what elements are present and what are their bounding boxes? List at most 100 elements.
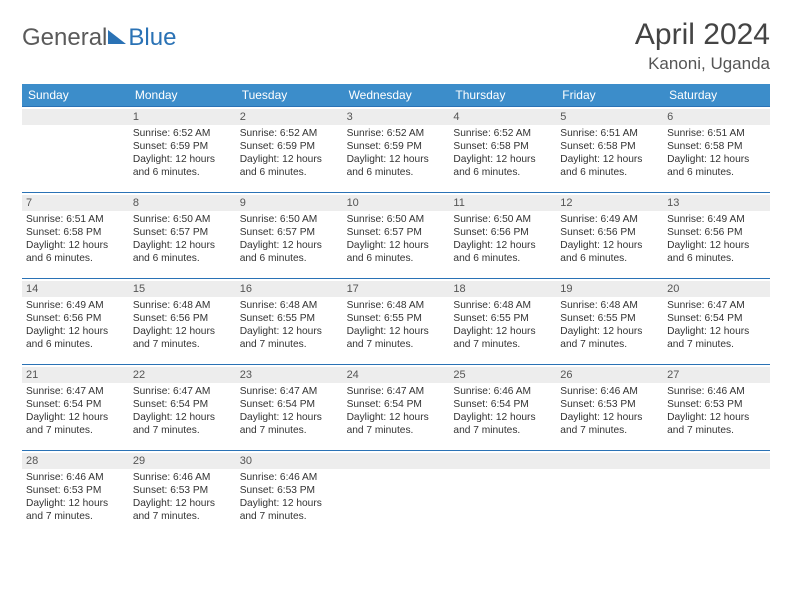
sunrise-line: Sunrise: 6:48 AM	[453, 299, 552, 312]
daylight-line: Daylight: 12 hours and 6 minutes.	[453, 153, 552, 179]
day-cell: 16Sunrise: 6:48 AMSunset: 6:55 PMDayligh…	[236, 278, 343, 364]
sunset-line: Sunset: 6:57 PM	[347, 226, 446, 239]
day-cell: 29Sunrise: 6:46 AMSunset: 6:53 PMDayligh…	[129, 450, 236, 536]
sunset-line: Sunset: 6:56 PM	[133, 312, 232, 325]
sunset-line: Sunset: 6:58 PM	[26, 226, 125, 239]
day-number: 21	[22, 367, 129, 383]
day-number: 4	[449, 109, 556, 125]
day-cell: 1Sunrise: 6:52 AMSunset: 6:59 PMDaylight…	[129, 106, 236, 192]
sunset-line: Sunset: 6:56 PM	[26, 312, 125, 325]
day-cell: 30Sunrise: 6:46 AMSunset: 6:53 PMDayligh…	[236, 450, 343, 536]
daylight-line: Daylight: 12 hours and 6 minutes.	[347, 153, 446, 179]
daylight-line: Daylight: 12 hours and 7 minutes.	[667, 325, 766, 351]
sunrise-line: Sunrise: 6:47 AM	[347, 385, 446, 398]
daylight-line: Daylight: 12 hours and 7 minutes.	[560, 325, 659, 351]
day-cell: 14Sunrise: 6:49 AMSunset: 6:56 PMDayligh…	[22, 278, 129, 364]
day-number: 12	[556, 195, 663, 211]
day-number: 16	[236, 281, 343, 297]
daylight-line: Daylight: 12 hours and 6 minutes.	[560, 153, 659, 179]
sunset-line: Sunset: 6:54 PM	[240, 398, 339, 411]
day-number: 20	[663, 281, 770, 297]
sunset-line: Sunset: 6:58 PM	[667, 140, 766, 153]
day-number: 11	[449, 195, 556, 211]
daylight-line: Daylight: 12 hours and 6 minutes.	[667, 153, 766, 179]
day-cell: 2Sunrise: 6:52 AMSunset: 6:59 PMDaylight…	[236, 106, 343, 192]
day-number: 5	[556, 109, 663, 125]
daylight-line: Daylight: 12 hours and 6 minutes.	[240, 239, 339, 265]
day-cell: 27Sunrise: 6:46 AMSunset: 6:53 PMDayligh…	[663, 364, 770, 450]
sunrise-line: Sunrise: 6:46 AM	[26, 471, 125, 484]
day-cell: 17Sunrise: 6:48 AMSunset: 6:55 PMDayligh…	[343, 278, 450, 364]
day-cell: 11Sunrise: 6:50 AMSunset: 6:56 PMDayligh…	[449, 192, 556, 278]
blank-cell	[663, 450, 770, 536]
day-cell: 4 Sunrise: 6:52 AMSunset: 6:58 PMDaylight…	[449, 106, 556, 192]
sunrise-line: Sunrise: 6:48 AM	[560, 299, 659, 312]
sunrise-line: Sunrise: 6:52 AM	[347, 127, 446, 140]
day-number: 10	[343, 195, 450, 211]
day-number-bar	[449, 453, 556, 469]
weekday-header: Monday	[129, 84, 236, 106]
day-number: 26	[556, 367, 663, 383]
weekday-header: Tuesday	[236, 84, 343, 106]
day-cell: 25Sunrise: 6:46 AMSunset: 6:54 PMDayligh…	[449, 364, 556, 450]
daylight-line: Daylight: 12 hours and 7 minutes.	[240, 325, 339, 351]
sunset-line: Sunset: 6:54 PM	[453, 398, 552, 411]
day-number-bar	[663, 453, 770, 469]
day-number: 29	[129, 453, 236, 469]
daylight-line: Daylight: 12 hours and 6 minutes.	[667, 239, 766, 265]
day-cell: 23Sunrise: 6:47 AMSunset: 6:54 PMDayligh…	[236, 364, 343, 450]
daylight-line: Daylight: 12 hours and 7 minutes.	[26, 411, 125, 437]
sunrise-line: Sunrise: 6:50 AM	[240, 213, 339, 226]
sunrise-line: Sunrise: 6:47 AM	[133, 385, 232, 398]
day-number: 14	[22, 281, 129, 297]
sunrise-line: Sunrise: 6:48 AM	[240, 299, 339, 312]
daylight-line: Daylight: 12 hours and 7 minutes.	[347, 411, 446, 437]
sunset-line: Sunset: 6:54 PM	[667, 312, 766, 325]
day-number: 28	[22, 453, 129, 469]
logo-triangle-icon	[108, 30, 126, 44]
logo-word-2: Blue	[128, 24, 176, 52]
daylight-line: Daylight: 12 hours and 7 minutes.	[26, 497, 125, 523]
day-number: 3	[343, 109, 450, 125]
sunrise-line: Sunrise: 6:46 AM	[133, 471, 232, 484]
sunset-line: Sunset: 6:58 PM	[560, 140, 659, 153]
day-number: 23	[236, 367, 343, 383]
sunset-line: Sunset: 6:53 PM	[133, 484, 232, 497]
day-number-bar	[22, 109, 129, 125]
sunrise-line: Sunrise: 6:51 AM	[667, 127, 766, 140]
sunset-line: Sunset: 6:58 PM	[453, 140, 552, 153]
day-number: 2	[236, 109, 343, 125]
day-number: 13	[663, 195, 770, 211]
sunset-line: Sunset: 6:53 PM	[26, 484, 125, 497]
daylight-line: Daylight: 12 hours and 6 minutes.	[240, 153, 339, 179]
sunrise-line: Sunrise: 6:46 AM	[453, 385, 552, 398]
sunrise-line: Sunrise: 6:52 AM	[453, 127, 552, 140]
day-cell: 15Sunrise: 6:48 AMSunset: 6:56 PMDayligh…	[129, 278, 236, 364]
sunrise-line: Sunrise: 6:48 AM	[347, 299, 446, 312]
daylight-line: Daylight: 12 hours and 6 minutes.	[347, 239, 446, 265]
sunset-line: Sunset: 6:56 PM	[560, 226, 659, 239]
sunrise-line: Sunrise: 6:47 AM	[26, 385, 125, 398]
logo-word-1: General	[22, 24, 107, 52]
weekday-header: Friday	[556, 84, 663, 106]
weekday-header: Wednesday	[343, 84, 450, 106]
sunrise-line: Sunrise: 6:51 AM	[26, 213, 125, 226]
day-number-bar	[343, 453, 450, 469]
day-cell: 6 Sunrise: 6:51 AMSunset: 6:58 PMDaylight…	[663, 106, 770, 192]
day-cell: 26Sunrise: 6:46 AMSunset: 6:53 PMDayligh…	[556, 364, 663, 450]
day-cell: 13Sunrise: 6:49 AMSunset: 6:56 PMDayligh…	[663, 192, 770, 278]
day-cell: 20Sunrise: 6:47 AMSunset: 6:54 PMDayligh…	[663, 278, 770, 364]
sunrise-line: Sunrise: 6:52 AM	[240, 127, 339, 140]
day-number: 15	[129, 281, 236, 297]
day-number: 7	[22, 195, 129, 211]
sunset-line: Sunset: 6:57 PM	[133, 226, 232, 239]
sunrise-line: Sunrise: 6:48 AM	[133, 299, 232, 312]
sunrise-line: Sunrise: 6:52 AM	[133, 127, 232, 140]
day-number: 6	[663, 109, 770, 125]
day-cell: 8Sunrise: 6:50 AMSunset: 6:57 PMDaylight…	[129, 192, 236, 278]
day-number: 1	[129, 109, 236, 125]
location: Kanoni, Uganda	[635, 54, 770, 74]
sunset-line: Sunset: 6:56 PM	[453, 226, 552, 239]
daylight-line: Daylight: 12 hours and 6 minutes.	[26, 325, 125, 351]
weekday-header: Saturday	[663, 84, 770, 106]
